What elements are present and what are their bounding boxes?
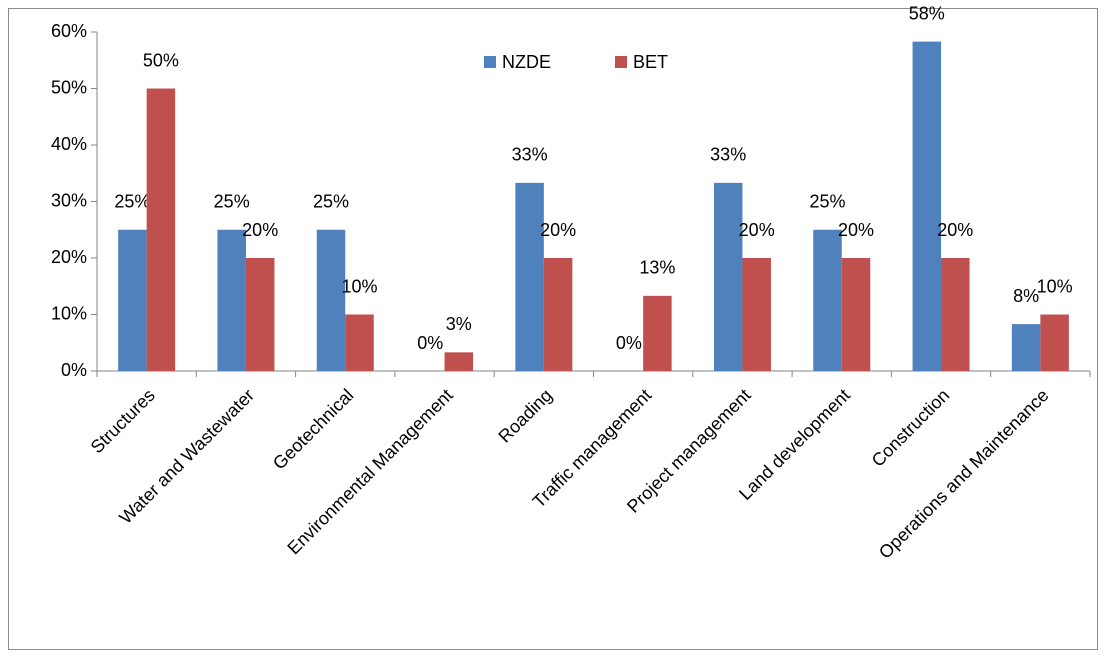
bar (444, 352, 474, 371)
y-tick-label: 50% (51, 77, 87, 97)
bar (118, 229, 147, 371)
bar (643, 295, 672, 371)
y-tick-label: 0% (61, 360, 87, 380)
legend-swatch (484, 56, 496, 68)
bar (841, 258, 871, 371)
data-label: 0% (616, 333, 642, 353)
data-label: 13% (639, 258, 675, 278)
bar (515, 182, 544, 371)
legend-label: NZDE (502, 52, 551, 72)
data-label: 20% (937, 220, 973, 240)
data-label: 20% (838, 220, 874, 240)
bar (217, 229, 246, 371)
data-label: 8% (1013, 286, 1039, 306)
bar (1011, 324, 1041, 371)
bar (941, 258, 970, 371)
data-label: 20% (242, 220, 278, 240)
bar (345, 314, 374, 371)
data-label: 25% (313, 192, 349, 212)
bar (1040, 314, 1069, 371)
data-label: 20% (739, 220, 775, 240)
legend-label: BET (633, 52, 668, 72)
data-label: 33% (710, 145, 746, 165)
y-tick-label: 60% (51, 21, 87, 41)
bar (316, 229, 346, 371)
data-label: 3% (446, 314, 472, 334)
y-tick-label: 40% (51, 134, 87, 154)
data-label: 33% (512, 145, 548, 165)
y-tick-label: 20% (51, 247, 87, 267)
bar (543, 258, 573, 371)
data-label: 0% (417, 333, 443, 353)
data-label: 20% (540, 220, 576, 240)
bar (742, 258, 771, 371)
y-tick-label: 10% (51, 303, 87, 323)
data-label: 25% (809, 192, 845, 212)
data-label: 50% (143, 50, 179, 70)
y-tick-label: 30% (51, 190, 87, 210)
bar (813, 229, 842, 371)
data-label: 25% (114, 192, 150, 212)
bar (245, 258, 275, 371)
bar (713, 182, 743, 371)
data-label: 25% (214, 192, 250, 212)
bar (146, 88, 176, 371)
data-label: 10% (1037, 276, 1073, 296)
data-label: 58% (909, 3, 945, 23)
legend-swatch (615, 56, 627, 68)
bar (912, 41, 942, 371)
data-label: 10% (341, 276, 377, 296)
